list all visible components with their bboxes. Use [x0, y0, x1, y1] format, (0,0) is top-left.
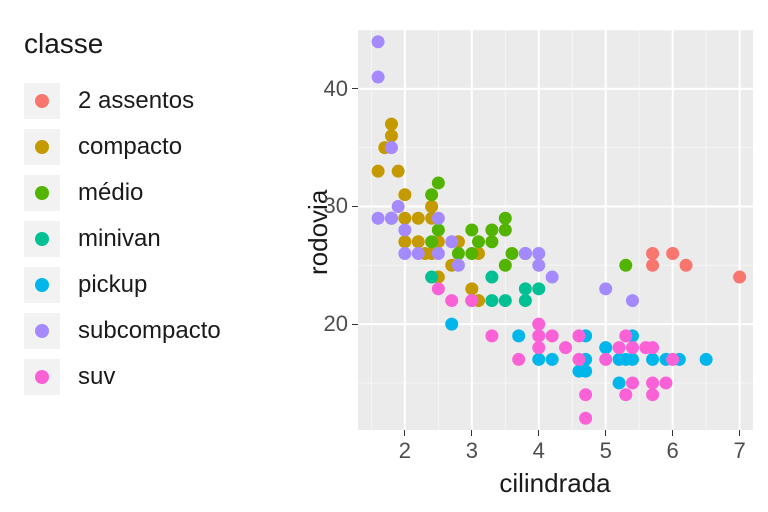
- tick-label-x: 5: [600, 438, 612, 464]
- legend-dot-icon: [35, 94, 49, 108]
- tick-mark-y: [352, 324, 358, 325]
- legend-dot-icon: [35, 324, 49, 338]
- legend-item: 2 assentos: [24, 78, 221, 124]
- tick-label-y: 40: [320, 76, 348, 102]
- legend-label: compacto: [78, 133, 182, 161]
- legend-label: médio: [78, 179, 143, 207]
- tick-label-x: 3: [466, 438, 478, 464]
- legend-label: minivan: [78, 225, 161, 253]
- tick-label-x: 4: [533, 438, 545, 464]
- axis-title-x: cilindrada: [480, 468, 630, 499]
- legend-dot-icon: [35, 370, 49, 384]
- legend-dot-icon: [35, 232, 49, 246]
- legend-item: compacto: [24, 124, 221, 170]
- legend-dot-icon: [35, 278, 49, 292]
- tick-mark-x: [605, 430, 606, 436]
- legend-key: [24, 129, 60, 165]
- tick-label-y: 20: [320, 311, 348, 337]
- legend-key: [24, 83, 60, 119]
- legend-item: subcompacto: [24, 308, 221, 354]
- scatter-plot: [358, 30, 753, 430]
- legend-dot-icon: [35, 186, 49, 200]
- legend-title: classe: [24, 28, 221, 60]
- legend: classe 2 assentos compacto médio minivan pic…: [24, 28, 221, 400]
- tick-mark-x: [404, 430, 405, 436]
- legend-key: [24, 359, 60, 395]
- legend-item: pickup: [24, 262, 221, 308]
- legend-key: [24, 221, 60, 257]
- tick-mark-x: [538, 430, 539, 436]
- tick-mark-x: [471, 430, 472, 436]
- tick-mark-y: [352, 88, 358, 89]
- tick-label-y: 30: [320, 193, 348, 219]
- tick-label-x: 6: [667, 438, 679, 464]
- legend-dot-icon: [35, 140, 49, 154]
- legend-item: minivan: [24, 216, 221, 262]
- tick-label-x: 7: [733, 438, 745, 464]
- tick-mark-x: [739, 430, 740, 436]
- legend-key: [24, 313, 60, 349]
- legend-key: [24, 267, 60, 303]
- legend-key: [24, 175, 60, 211]
- legend-label: subcompacto: [78, 317, 221, 345]
- legend-item: suv: [24, 354, 221, 400]
- legend-label: pickup: [78, 271, 147, 299]
- tick-label-x: 2: [399, 438, 411, 464]
- tick-mark-y: [352, 206, 358, 207]
- legend-label: 2 assentos: [78, 87, 194, 115]
- legend-item: médio: [24, 170, 221, 216]
- tick-mark-x: [672, 430, 673, 436]
- legend-label: suv: [78, 363, 115, 391]
